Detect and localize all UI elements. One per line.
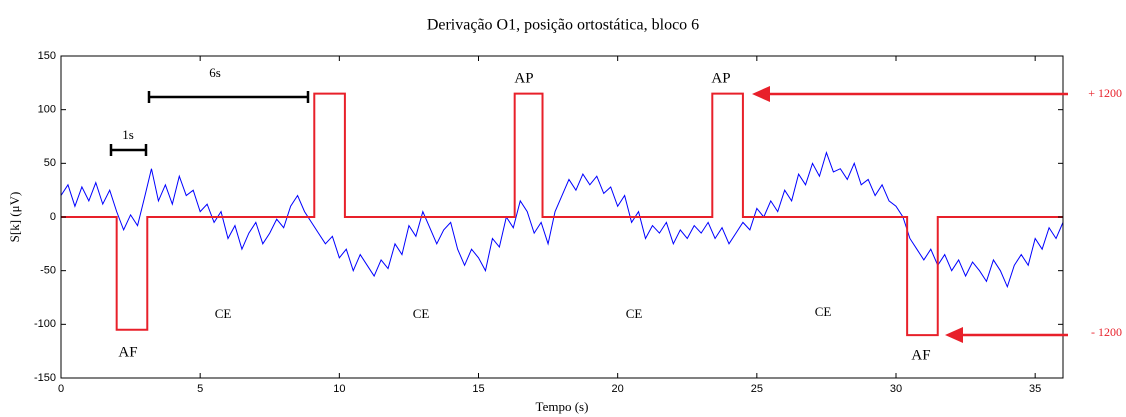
chart-title: Derivação O1, posição ortostática, bloco…: [427, 17, 699, 34]
x-tick-label: 25: [751, 383, 763, 395]
x-tick-label: 5: [197, 383, 203, 395]
annotation: - 1200: [1091, 325, 1122, 339]
x-tick-label: 10: [333, 383, 345, 395]
y-tick-label: 50: [44, 157, 56, 169]
y-tick-label: -50: [40, 265, 56, 277]
plot-area: 0 5 10 15 20 25 30 35 -150 -100 -50 0 50 100 150: [34, 50, 1064, 395]
y-axis-label: S[k] (μV): [7, 192, 22, 243]
x-tick-label: 30: [890, 383, 902, 395]
annotation: AF: [118, 344, 137, 360]
annotation: AP: [514, 70, 533, 86]
annotation: CE: [626, 306, 643, 321]
series-line: [60, 150, 1064, 289]
x-tick-label: 15: [472, 383, 484, 395]
annotation: CE: [215, 306, 232, 321]
brackets: [109, 91, 310, 156]
arrows: [752, 86, 1068, 343]
y-tick-label: 0: [50, 211, 56, 223]
y-tick-label: -100: [34, 318, 56, 330]
annotation: 1s: [122, 127, 134, 142]
x-tick-label: 35: [1029, 383, 1041, 395]
y-tick-label: -150: [34, 372, 56, 384]
x-tick-label: 20: [612, 383, 624, 395]
x-axis-label: Tempo (s): [536, 399, 589, 414]
y-tick-label: 100: [38, 104, 56, 116]
annotation: CE: [413, 306, 430, 321]
y-tick-label: 150: [38, 50, 56, 62]
x-tick-label: 0: [58, 383, 64, 395]
annotations: AF CE CE CE CE AP AP AF 1s 6s + 1200 - 1…: [109, 65, 1122, 363]
annotation: AP: [711, 70, 730, 86]
annotation: + 1200: [1088, 86, 1122, 100]
annotation: 6s: [209, 65, 221, 80]
annotation: AF: [911, 347, 930, 363]
annotation: CE: [815, 304, 832, 319]
series-line: [61, 92, 1063, 337]
